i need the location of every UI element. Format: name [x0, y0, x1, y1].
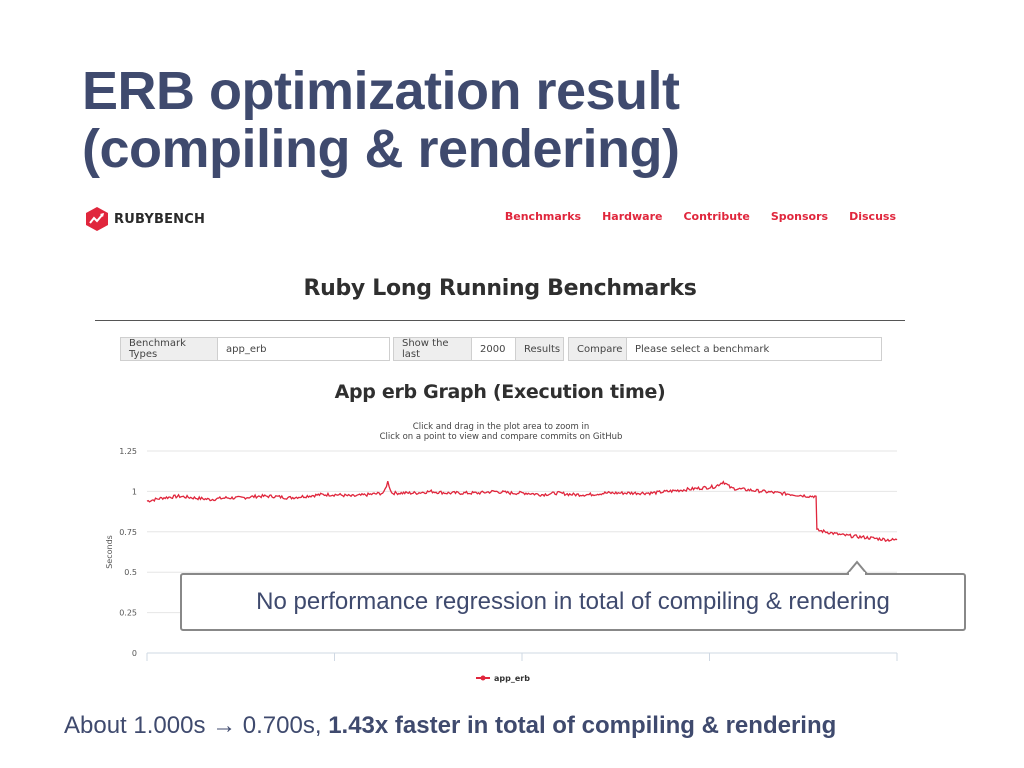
- y-axis-ticks: 0 0.25 0.5 0.75 1 1.25: [119, 447, 137, 658]
- benchmark-types-select[interactable]: app_erb: [217, 337, 390, 361]
- y-tick-label: 1.25: [119, 447, 137, 456]
- nav-hardware[interactable]: Hardware: [602, 210, 663, 223]
- y-tick-label: 1: [132, 487, 137, 496]
- nav-sponsors[interactable]: Sponsors: [770, 210, 829, 223]
- chart-subtitle-line1: Click and drag in the plot area to zoom …: [413, 422, 589, 432]
- nav-benchmarks[interactable]: Benchmarks: [504, 210, 582, 223]
- chart-heading: App erb Graph (Execution time): [334, 381, 666, 403]
- legend-marker: [480, 675, 486, 681]
- callout-box: No performance regression in total of co…: [180, 573, 966, 631]
- slide-title-line2: (compiling & rendering): [82, 119, 680, 179]
- compare-select[interactable]: Please select a benchmark: [626, 337, 882, 361]
- page-heading: Ruby Long Running Benchmarks: [303, 276, 697, 301]
- compare-label: Compare: [568, 337, 627, 361]
- slide-title-line1: ERB optimization result: [82, 61, 680, 121]
- series-line-app-erb[interactable]: [146, 480, 898, 542]
- benchmark-types-label: Benchmark Types: [120, 337, 218, 361]
- logo-text: RUBYBENCH: [114, 211, 206, 227]
- y-tick-label: 0.75: [119, 528, 137, 537]
- y-tick-label: 0: [132, 649, 137, 658]
- nav-discuss[interactable]: Discuss: [849, 210, 896, 223]
- show-last-input[interactable]: 2000: [471, 337, 516, 361]
- chart-legend[interactable]: app_erb: [476, 674, 530, 683]
- legend-label-app-erb: app_erb: [494, 674, 530, 683]
- slide-title: ERB optimization result (compiling & ren…: [82, 62, 680, 178]
- nav-contribute[interactable]: Contribute: [683, 210, 750, 223]
- show-last-label: Show the last: [393, 337, 472, 361]
- footer-summary: About 1.000s → 0.700s, 1.43x faster in t…: [64, 712, 836, 740]
- rubybench-logo[interactable]: RUBYBENCH: [84, 206, 205, 232]
- callout-text: No performance regression in total of co…: [256, 588, 890, 615]
- results-label: Results: [515, 337, 564, 361]
- chart-subtitle-line2: Click on a point to view and compare com…: [380, 432, 623, 442]
- heading-divider: [95, 320, 905, 321]
- main-nav: Benchmarks Hardware Contribute Sponsors …: [484, 210, 896, 223]
- y-tick-label: 0.5: [124, 568, 137, 577]
- footer-bold: 1.43x faster in total of compiling & ren…: [328, 712, 837, 739]
- footer-prefix: About 1.000s → 0.700s,: [64, 712, 329, 739]
- rubybench-logo-icon: [86, 207, 108, 231]
- y-tick-label: 0.25: [119, 609, 137, 618]
- x-axis-ticks: [146, 653, 898, 661]
- y-axis-label: Seconds: [105, 535, 114, 569]
